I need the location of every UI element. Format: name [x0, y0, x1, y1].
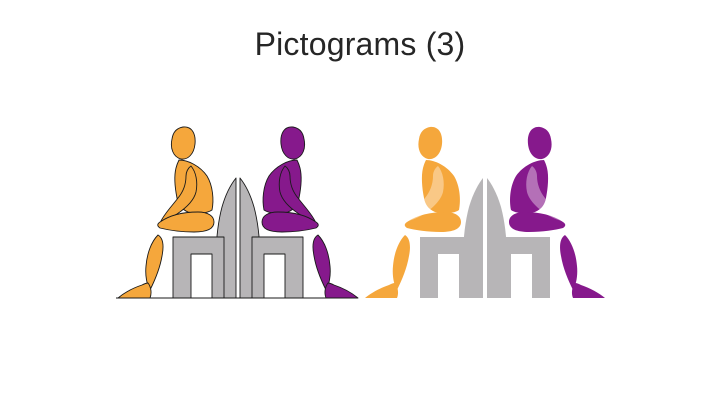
chair-icon: [172, 177, 237, 299]
slide-title: Pictograms (3): [254, 26, 466, 62]
chair-icon: [420, 178, 483, 298]
person-icon: [261, 126, 359, 299]
chair-icon: [239, 177, 304, 299]
person-icon: [509, 126, 605, 298]
person-icon: [365, 126, 461, 298]
filled-pair: [365, 126, 605, 298]
person-icon: [117, 126, 215, 299]
chair-icon: [487, 178, 550, 298]
outlined-pair: [116, 126, 359, 299]
